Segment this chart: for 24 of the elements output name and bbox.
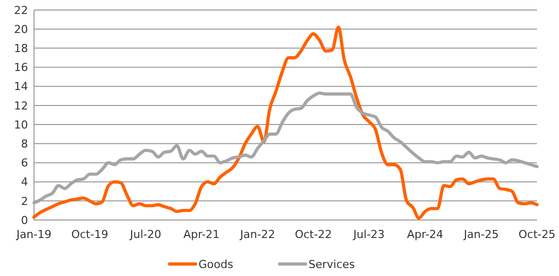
y-tick-label: 16 <box>14 61 28 74</box>
x-tick-label: Apr-21 <box>183 228 220 241</box>
y-tick-label: 8 <box>21 137 28 150</box>
y-tick-label: 6 <box>21 156 28 170</box>
y-tick-label: 0 <box>21 214 28 227</box>
x-tick-label: Jul-20 <box>128 228 162 241</box>
x-tick-label: Oct-25 <box>518 228 556 241</box>
y-tick-label: 12 <box>14 99 28 112</box>
legend-label: Goods <box>198 258 234 271</box>
y-tick-label: 10 <box>14 118 28 132</box>
x-tick-label: Jan-19 <box>16 228 52 241</box>
x-tick-label: Apr-24 <box>407 228 444 241</box>
x-tick-label: Jan-25 <box>462 228 499 241</box>
legend-label: Services <box>308 258 356 271</box>
y-tick-label: 20 <box>14 22 28 36</box>
y-tick-label: 14 <box>14 80 28 94</box>
y-tick-label: 4 <box>21 176 28 189</box>
x-tick-label: Jan-22 <box>239 228 276 241</box>
x-tick-label: Oct-22 <box>294 228 332 241</box>
x-tick-label: Jul-23 <box>352 228 385 241</box>
y-tick-label: 22 <box>14 4 28 17</box>
y-tick-label: 2 <box>21 194 28 208</box>
x-tick-label: Oct-19 <box>71 228 108 241</box>
y-tick-label: 18 <box>14 42 28 56</box>
